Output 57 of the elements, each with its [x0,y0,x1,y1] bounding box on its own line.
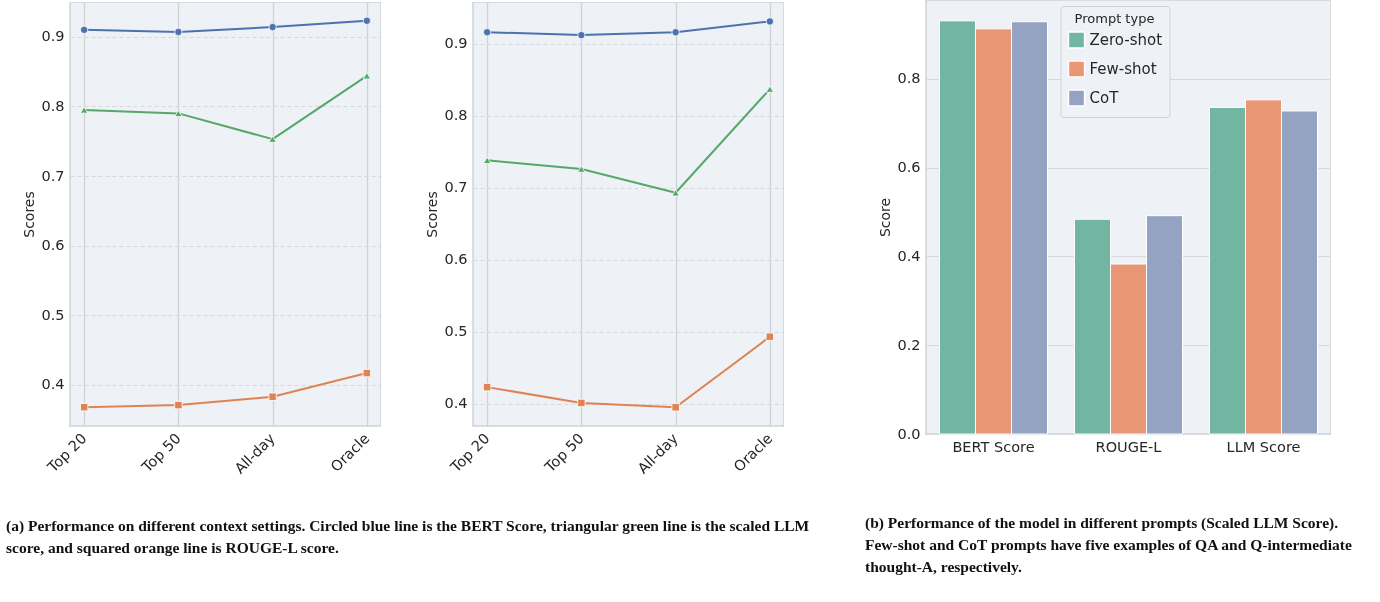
point [483,383,492,392]
x-tick-label: ROUGE-L [1095,438,1162,455]
point [362,368,371,378]
point [577,165,586,173]
point [765,332,774,341]
legend-label: CoT [1089,89,1120,107]
y-axis-title: Scores [21,191,38,238]
x-tick-label: LLM Score [1226,438,1301,455]
y-tick-label: 0.7 [41,167,65,184]
legend-label: Few-shot [1089,60,1157,78]
legend-title: Prompt type [1074,11,1155,26]
y-tick-label: 0.9 [444,35,468,52]
y-tick-label: 0.5 [41,306,65,323]
y-tick-label: 0.4 [41,376,65,393]
point [765,17,774,26]
point [268,392,277,401]
y-tick-label: 0.8 [41,97,65,114]
x-tick-label: Top 50 [138,430,184,476]
y-tick-label: 0.0 [897,425,921,442]
y-tick-label: 0.7 [444,179,468,196]
point [483,156,492,164]
legend-label: Zero-shot [1089,31,1163,49]
y-tick-label: 0.6 [897,159,921,176]
point [671,28,680,37]
x-tick-label: Top 20 [446,430,493,476]
y-tick-label: 0.5 [444,323,468,340]
x-tick-label: Top 50 [541,430,587,476]
point [362,72,371,80]
y-tick-label: 0.8 [897,70,921,87]
point [577,398,586,408]
x-tick-label: Top 20 [43,430,90,476]
y-tick-label: 0.4 [444,395,468,412]
point [80,403,89,412]
y-axis-title: Score [877,197,894,238]
point [174,109,183,118]
point [483,28,492,37]
point [268,22,277,32]
y-tick-label: 0.8 [444,107,468,124]
y-tick-label: 0.6 [444,251,468,268]
y-tick-label: 0.9 [41,28,65,45]
point [362,16,371,25]
text: (b) Performance of the model in different prompts (Scaled LLM Score). Few-shot and CoT prompts have five examples of QA and Q-intermediate thought-A, respectively. [865,513,1353,577]
y-axis-title: Scores [424,191,441,238]
y-tick-label: 0.6 [41,237,65,254]
point [577,31,586,40]
x-tick-label: BERT Score [952,438,1035,455]
point [80,106,89,114]
point [671,189,680,197]
y-tick-label: 0.4 [897,247,921,264]
point [671,403,680,412]
point [174,401,183,410]
point [174,27,183,37]
point [765,85,774,93]
text: (a) Performance on different context settings. Circled blue line is the BERT Score, triangular green line is the scaled LLM score, and squared orange line is ROUGE-L score. [6,516,811,558]
point [80,25,89,34]
point [268,135,277,143]
y-tick-label: 0.2 [897,336,921,353]
